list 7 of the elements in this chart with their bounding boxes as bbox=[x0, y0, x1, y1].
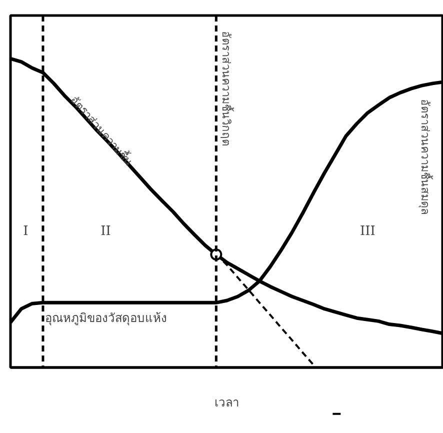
x-axis-title: เวลา bbox=[214, 396, 240, 410]
annotation: I bbox=[23, 224, 28, 240]
series-label: อุณหภูมิของวัสดุอบแห้ง bbox=[45, 311, 168, 326]
annotation: อัตราส่วนความชื้นสมดุล bbox=[418, 98, 434, 215]
annotation: III bbox=[360, 224, 376, 240]
annotation: II bbox=[100, 224, 111, 240]
annotation: อัตราส่วนความชื้นวิกฤต bbox=[219, 30, 234, 146]
